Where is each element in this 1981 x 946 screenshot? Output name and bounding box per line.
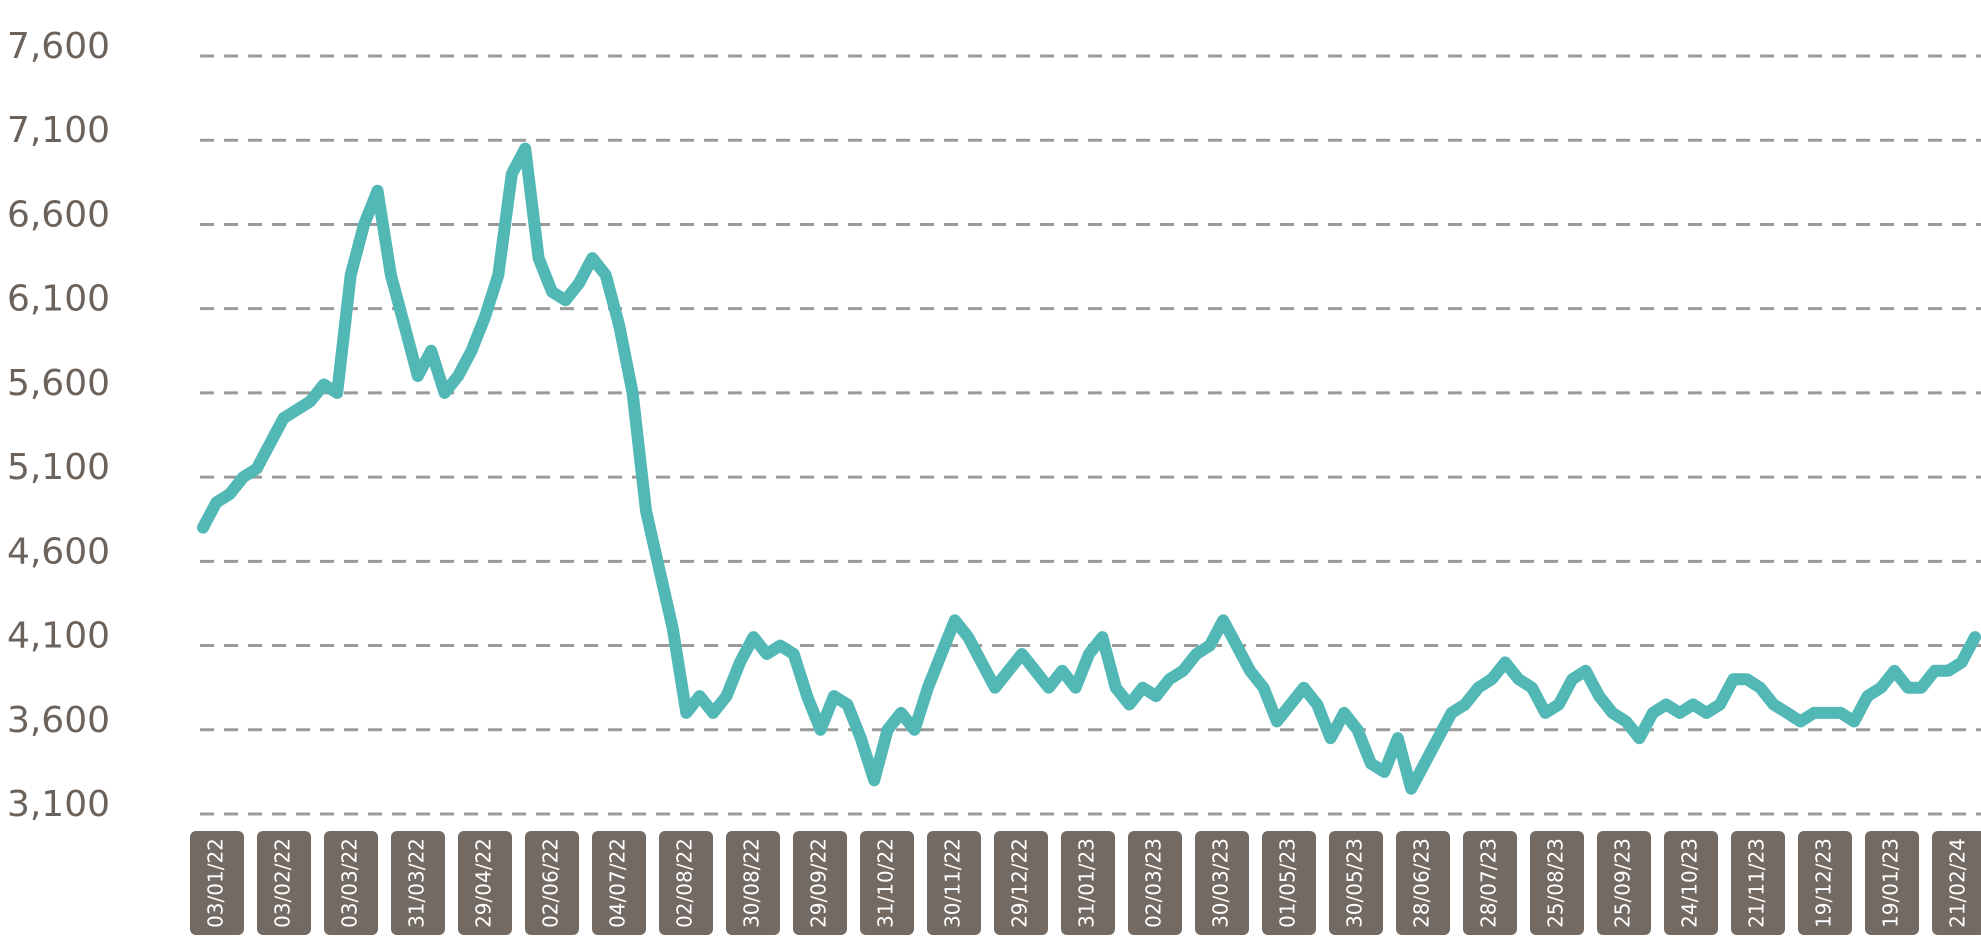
x-tick-label: 21/11/23 bbox=[1745, 838, 1769, 928]
x-tick-label: 02/03/23 bbox=[1142, 838, 1166, 928]
x-tick-label: 30/05/23 bbox=[1343, 838, 1367, 928]
x-tick: 28/07/23 bbox=[1463, 831, 1517, 935]
x-tick-label: 19/12/23 bbox=[1812, 838, 1836, 928]
x-tick-label: 30/11/22 bbox=[941, 838, 965, 928]
x-tick-label: 30/08/22 bbox=[740, 838, 764, 928]
x-tick: 30/11/22 bbox=[927, 831, 981, 935]
x-tick-label: 02/06/22 bbox=[539, 838, 563, 928]
y-tick-label: 7,600 bbox=[7, 26, 110, 67]
x-tick-label: 25/09/23 bbox=[1611, 838, 1635, 928]
gridlines bbox=[200, 54, 1981, 816]
x-tick-label: 03/03/22 bbox=[338, 838, 362, 928]
x-tick: 01/05/23 bbox=[1262, 831, 1316, 935]
x-tick: 30/08/22 bbox=[726, 831, 780, 935]
x-tick: 02/03/23 bbox=[1128, 831, 1182, 935]
x-tick-label: 04/07/22 bbox=[606, 838, 630, 928]
x-tick: 28/06/23 bbox=[1396, 831, 1450, 935]
y-axis-ticks: 3,100 3,600 4,100 4,600 5,100 5,600 6,100 6,600… bbox=[7, 26, 110, 825]
x-tick: 30/03/23 bbox=[1195, 831, 1249, 935]
x-tick-label: 29/04/22 bbox=[472, 838, 496, 928]
y-tick-label: 4,600 bbox=[7, 531, 110, 572]
y-tick-label: 3,100 bbox=[7, 784, 110, 825]
x-tick-label: 01/05/23 bbox=[1276, 838, 1300, 928]
x-tick-box bbox=[1128, 831, 1182, 935]
y-tick-label: 5,600 bbox=[7, 363, 110, 404]
y-tick-label: 3,600 bbox=[7, 700, 110, 741]
x-tick-box bbox=[1597, 831, 1651, 935]
x-tick: 31/10/22 bbox=[860, 831, 914, 935]
x-tick: 31/03/22 bbox=[391, 831, 445, 935]
x-tick-label: 03/01/22 bbox=[204, 838, 228, 928]
x-tick: 02/06/22 bbox=[525, 831, 579, 935]
x-tick-box bbox=[726, 831, 780, 935]
x-tick-box bbox=[257, 831, 311, 935]
x-tick-label: 31/03/22 bbox=[405, 838, 429, 928]
y-tick-label: 6,100 bbox=[7, 279, 110, 320]
x-tick-box bbox=[1329, 831, 1383, 935]
x-tick-label: 31/10/22 bbox=[874, 838, 898, 928]
x-tick: 03/03/22 bbox=[324, 831, 378, 935]
x-tick-label: 28/07/23 bbox=[1477, 838, 1501, 928]
x-tick-label: 29/12/22 bbox=[1008, 838, 1032, 928]
x-tick-box bbox=[525, 831, 579, 935]
x-tick-label: 02/08/22 bbox=[673, 838, 697, 928]
x-tick-box bbox=[458, 831, 512, 935]
x-tick: 03/02/22 bbox=[257, 831, 311, 935]
x-tick-box bbox=[391, 831, 445, 935]
x-tick-label: 28/06/23 bbox=[1410, 838, 1434, 928]
series-line bbox=[197, 142, 1981, 795]
x-tick: 31/01/23 bbox=[1061, 831, 1115, 935]
x-tick-box bbox=[1262, 831, 1316, 935]
x-tick-box bbox=[1061, 831, 1115, 935]
series bbox=[197, 142, 1981, 795]
x-tick-box bbox=[1731, 831, 1785, 935]
y-tick-label: 5,100 bbox=[7, 447, 110, 488]
x-tick: 19/12/23 bbox=[1798, 831, 1852, 935]
x-tick-label: 19/01/23 bbox=[1879, 838, 1903, 928]
x-tick-label: 29/09/22 bbox=[807, 838, 831, 928]
x-tick: 29/04/22 bbox=[458, 831, 512, 935]
x-tick-label: 24/10/23 bbox=[1678, 838, 1702, 928]
x-tick: 04/07/22 bbox=[592, 831, 646, 935]
x-tick: 21/02/24 bbox=[1932, 831, 1981, 935]
y-tick-label: 6,600 bbox=[7, 194, 110, 235]
x-tick-box bbox=[793, 831, 847, 935]
x-tick-box bbox=[1463, 831, 1517, 935]
x-tick-box bbox=[860, 831, 914, 935]
x-tick-box bbox=[324, 831, 378, 935]
x-tick: 19/01/23 bbox=[1865, 831, 1919, 935]
x-tick-label: 30/03/23 bbox=[1209, 838, 1233, 928]
x-tick: 03/01/22 bbox=[190, 831, 244, 935]
y-tick-label: 7,100 bbox=[7, 110, 110, 151]
x-tick-label: 31/01/23 bbox=[1075, 838, 1099, 928]
x-tick: 25/09/23 bbox=[1597, 831, 1651, 935]
x-tick: 25/08/23 bbox=[1530, 831, 1584, 935]
x-tick: 30/05/23 bbox=[1329, 831, 1383, 935]
x-tick-label: 21/02/24 bbox=[1946, 838, 1970, 928]
x-tick-box bbox=[994, 831, 1048, 935]
y-tick-label: 4,100 bbox=[7, 616, 110, 657]
x-tick-box bbox=[1932, 831, 1981, 935]
x-tick: 29/09/22 bbox=[793, 831, 847, 935]
x-tick-box bbox=[1798, 831, 1852, 935]
x-tick: 24/10/23 bbox=[1664, 831, 1718, 935]
x-tick-box bbox=[1865, 831, 1919, 935]
x-tick-label: 03/02/22 bbox=[271, 838, 295, 928]
x-tick-box bbox=[1195, 831, 1249, 935]
x-tick-box bbox=[592, 831, 646, 935]
x-axis-ticks: 03/01/22 03/02/22 03/03/22 31/03/22 29/04/22… bbox=[190, 831, 1981, 935]
x-tick-box bbox=[190, 831, 244, 935]
x-tick-label: 25/08/23 bbox=[1544, 838, 1568, 928]
x-tick-box bbox=[927, 831, 981, 935]
x-tick-box bbox=[1530, 831, 1584, 935]
x-tick-box bbox=[1664, 831, 1718, 935]
x-tick-box bbox=[659, 831, 713, 935]
x-tick-box bbox=[1396, 831, 1450, 935]
x-tick: 29/12/22 bbox=[994, 831, 1048, 935]
x-tick: 21/11/23 bbox=[1731, 831, 1785, 935]
x-tick: 02/08/22 bbox=[659, 831, 713, 935]
